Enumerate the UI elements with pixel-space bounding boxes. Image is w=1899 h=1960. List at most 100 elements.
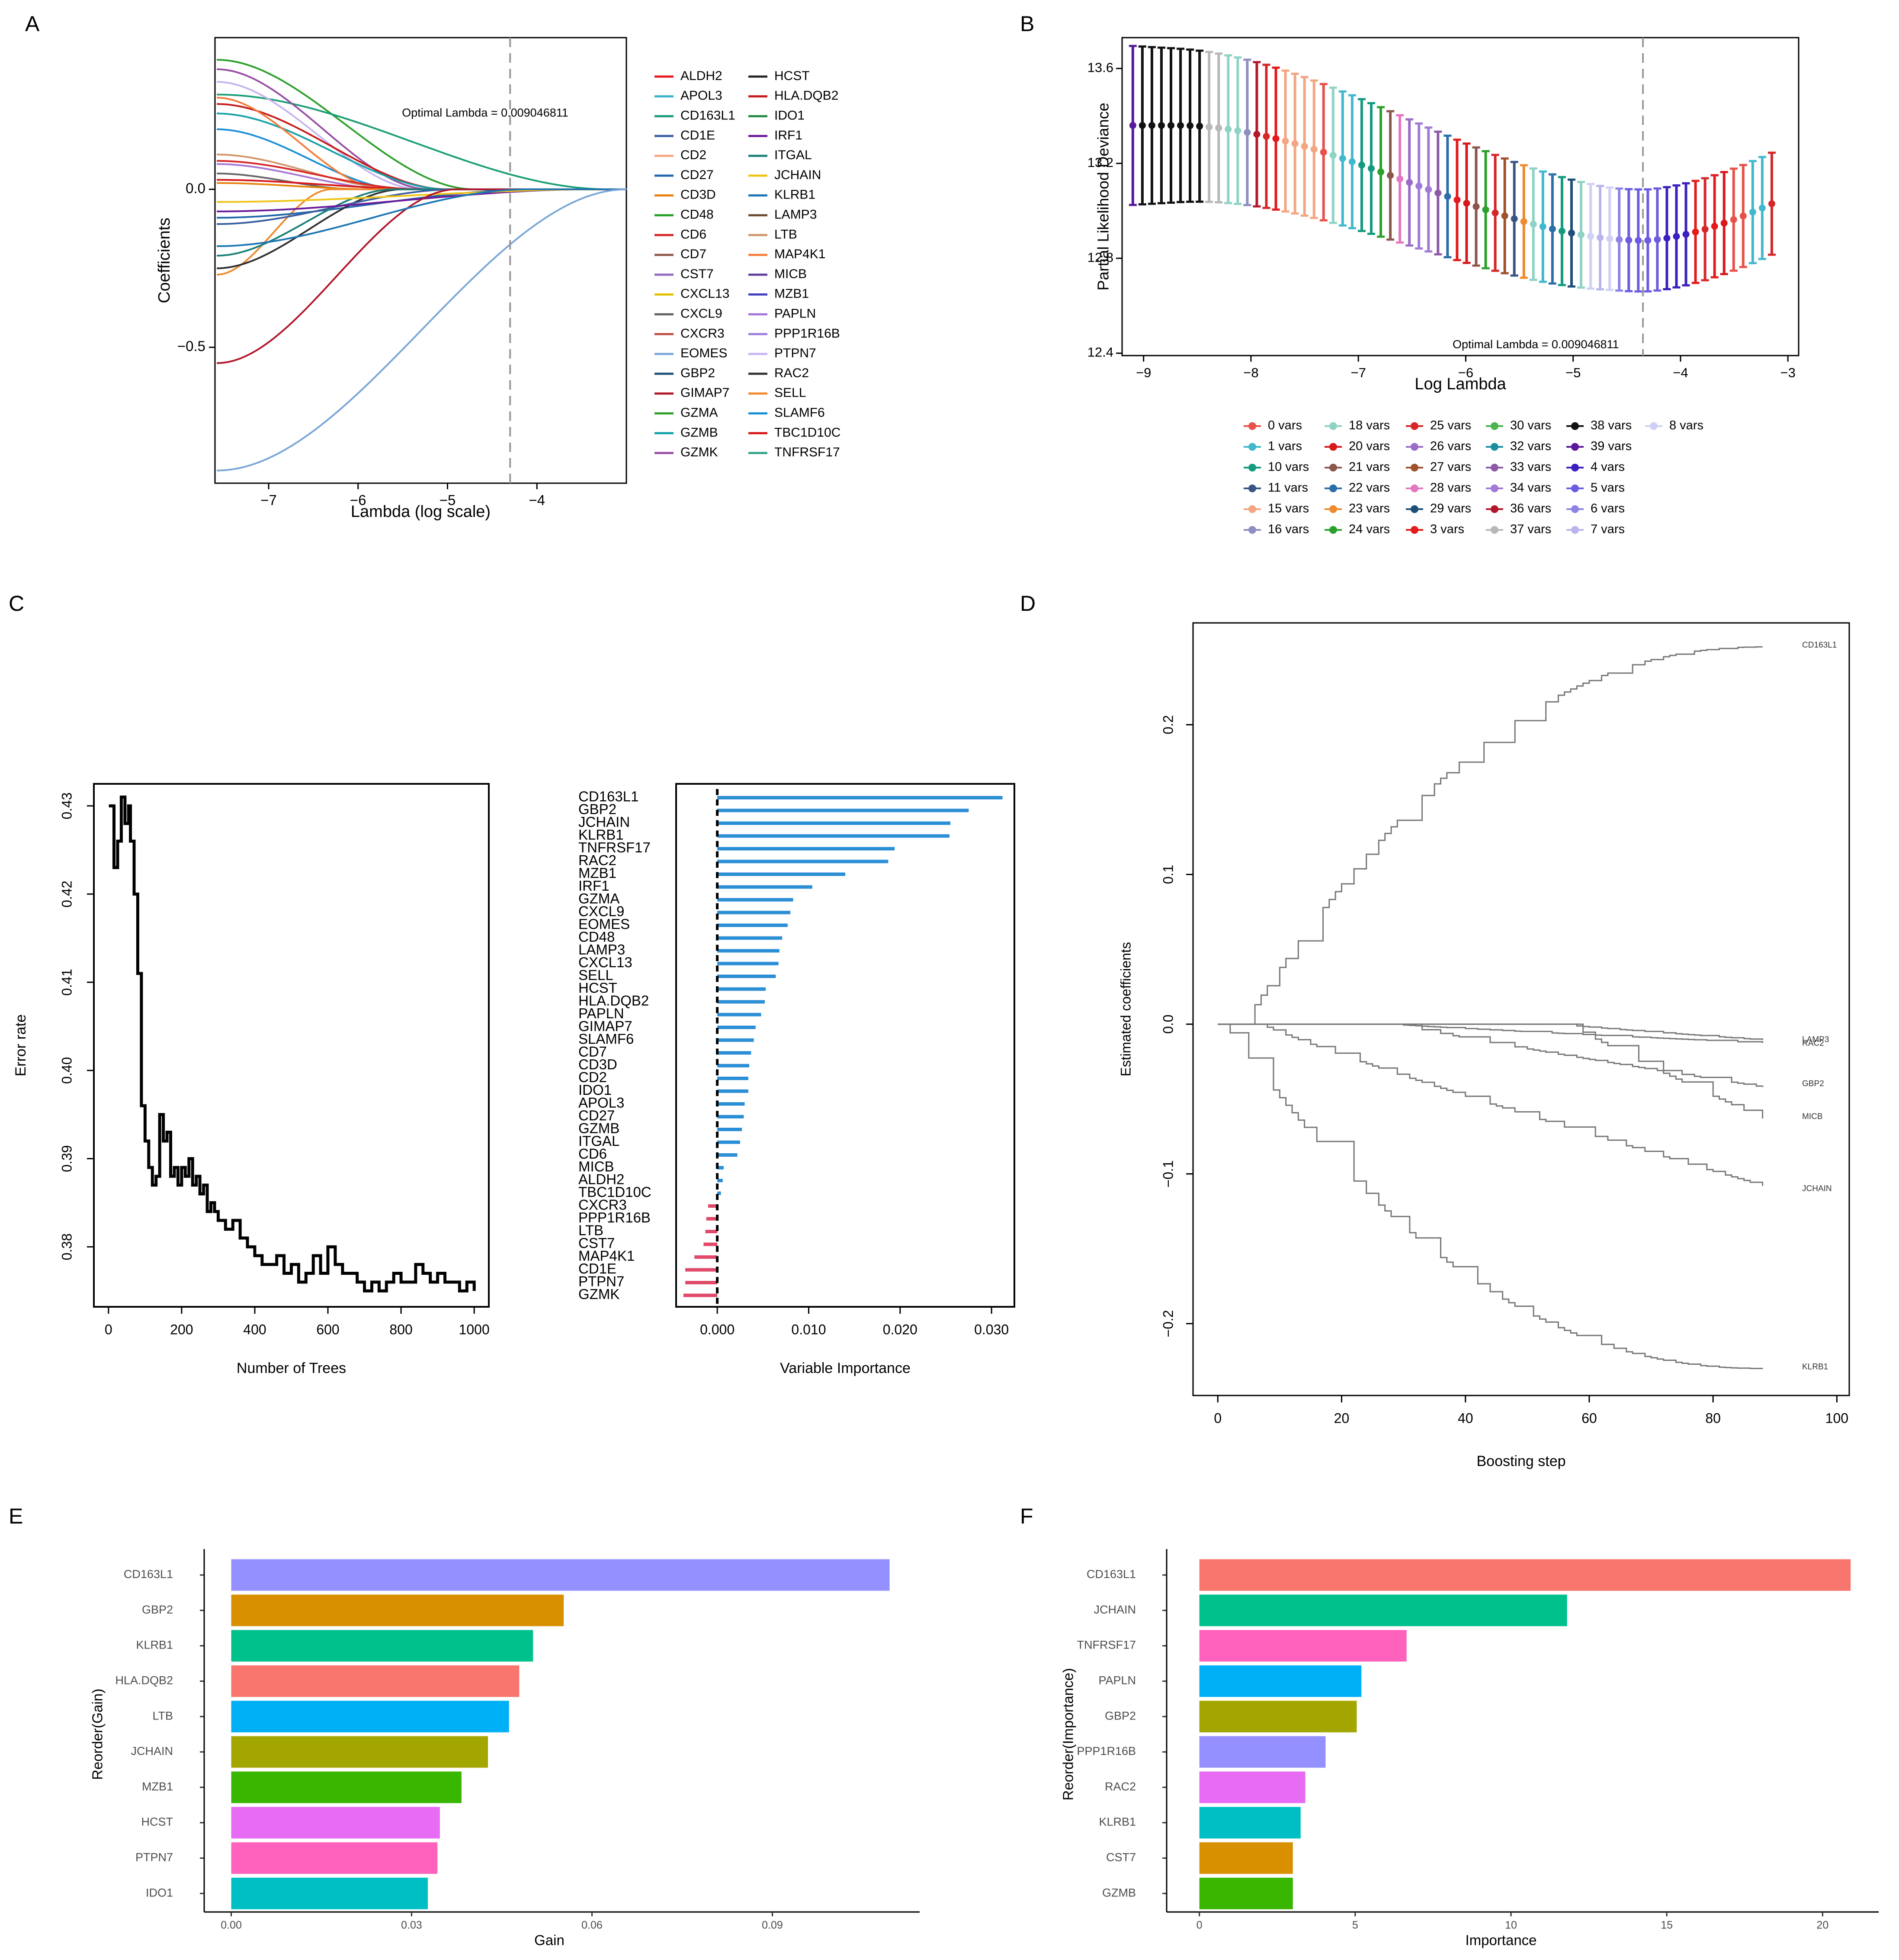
legend-label: 20 vars [1349,439,1390,453]
cv-point [1692,228,1699,236]
cv-point [1730,216,1737,223]
legend-label: 29 vars [1430,502,1471,516]
legend-key-dot [1329,526,1337,534]
cv-point [1425,186,1432,193]
y-tick-label: 0.42 [59,881,74,908]
cv-point [1578,231,1585,238]
x-tick-label: 40 [1458,1410,1473,1426]
panel-c-left-frame [93,783,490,1308]
x-tick-label: 5 [1352,1919,1358,1931]
x-tick-label: 0 [1196,1919,1203,1931]
category-label: GZMA [578,891,619,907]
x-tick-label: 0.010 [791,1322,826,1337]
cv-point [1749,209,1756,216]
cv-point [1606,235,1614,242]
category-label: CXCR3 [578,1197,627,1213]
legend-label: PTPN7 [774,346,816,360]
cv-point [1215,124,1222,132]
cv-point [1348,158,1356,165]
bar-ppp1r16b [1199,1736,1326,1768]
cv-point [1196,122,1203,130]
legend-label: 21 vars [1349,460,1390,474]
legend-label: SELL [774,386,806,400]
cv-point [1720,219,1728,227]
optimal-lambda-annotation: Optimal Lambda = 0.009046811 [402,106,568,119]
path-end-label: RAC2 [1802,1039,1824,1048]
cv-point [1358,161,1365,169]
category-label: IRF1 [578,878,609,894]
cv-point [1434,189,1442,197]
y-tick-label: 0.2 [1160,715,1176,734]
legend-label: 37 vars [1510,523,1551,536]
legend-label: 33 vars [1510,460,1551,474]
cv-point [1482,206,1489,213]
x-axis-title: Lambda (log scale) [351,503,491,521]
path-end-label: CD163L1 [1802,641,1837,650]
legend-label: PAPLN [774,307,816,321]
category-label: PAPLN [1098,1674,1136,1687]
x-tick-label: −9 [1136,365,1151,380]
bar-gbp2 [1199,1700,1357,1732]
legend-key-dot [1411,443,1418,451]
category-label: APOL3 [578,1095,624,1111]
cv-point [1244,128,1251,136]
category-label: HLA.DQB2 [578,993,649,1009]
legend-key-dot [1329,484,1337,492]
path-end-label: MICB [1802,1112,1823,1121]
panel-label-f: F [1020,1504,1033,1528]
cv-point [1263,133,1270,140]
legend-label: 5 vars [1591,481,1625,495]
cv-point [1187,122,1194,129]
boosting-path-jchain [1218,1023,1764,1186]
legend-label: 32 vars [1510,439,1551,453]
legend-label: EOMES [680,346,727,360]
legend-label: 30 vars [1510,419,1551,433]
legend-label: ITGAL [774,148,812,162]
legend-label: APOL3 [680,89,722,103]
x-tick-label: −5 [439,492,456,508]
cv-point [1415,182,1423,189]
legend-label: GBP2 [680,366,715,380]
bar-ltb [231,1700,509,1732]
y-tick-label: 12.8 [1087,250,1113,265]
x-tick-label: −7 [260,492,277,508]
category-label: CD3D [578,1056,617,1072]
x-tick-label: −6 [350,492,366,508]
legend-label: CXCL9 [680,307,722,321]
legend-label: 38 vars [1591,419,1632,433]
cv-point [1387,172,1394,179]
cv-point [1272,135,1280,142]
cv-point [1320,148,1327,156]
legend-key-dot [1491,505,1498,513]
x-tick-label: −7 [1350,365,1366,380]
legend-key-dot [1248,526,1256,534]
category-label: TBC1D10C [578,1184,651,1200]
lasso-path-cd48 [217,59,627,190]
legend-label: CXCL13 [680,287,729,301]
y-tick-label: 0.39 [59,1145,74,1172]
bar-ido1 [231,1877,428,1909]
legend-label: 18 vars [1349,419,1390,433]
category-label: CD6 [578,1146,607,1162]
category-label: MZB1 [142,1780,173,1793]
path-end-label: LAMP3 [1802,1035,1829,1044]
legend-label: 23 vars [1349,502,1390,516]
category-label: MZB1 [578,865,616,881]
lasso-path-cd27 [217,188,627,219]
lasso-path-rac2 [217,188,627,269]
cv-point [1597,234,1604,241]
panel-label-b: B [1020,12,1035,36]
category-label: PPP1R16B [578,1209,651,1225]
x-tick-label: 800 [389,1322,412,1337]
legend-key-dot [1411,484,1418,492]
legend-label: LTB [774,227,797,241]
category-label: IDO1 [146,1886,173,1899]
legend-label: CST7 [680,267,714,281]
y-axis-title: Estimated coefficients [1118,942,1133,1077]
legend-key-dot [1571,464,1579,472]
x-tick-label: −8 [1243,365,1258,380]
cv-point [1682,231,1690,238]
legend-label: CD2 [680,148,706,162]
y-tick-label: −0.2 [1160,1310,1176,1337]
